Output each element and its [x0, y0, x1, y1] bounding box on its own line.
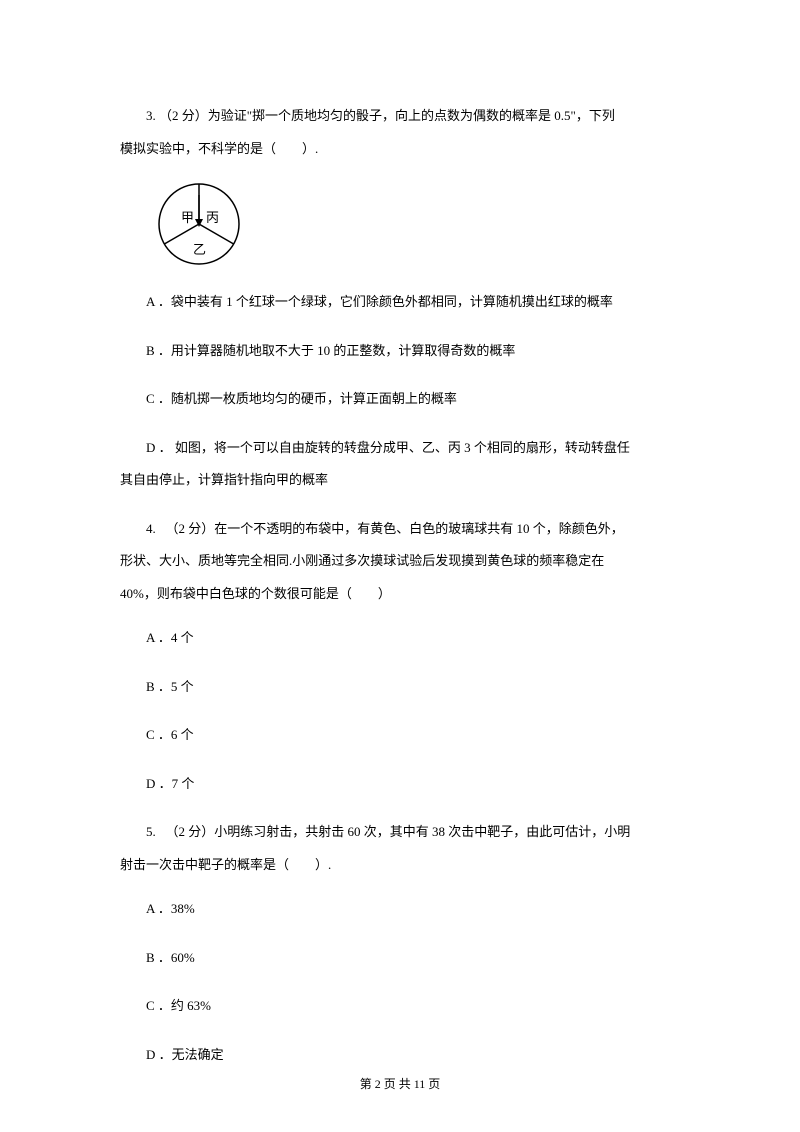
spinner-line-left [164, 224, 199, 244]
label-bing: 丙 [206, 210, 219, 225]
q5-line2: 射击一次击中靶子的概率是（ ）. [120, 849, 680, 882]
q3-line1: 3. （2 分）为验证"掷一个质地均匀的骰子，向上的点数为偶数的概率是 0.5"… [120, 100, 680, 133]
q4-line2: 形状、大小、质地等完全相同.小刚通过多次摸球试验后发现摸到黄色球的频率稳定在 [120, 545, 680, 578]
q3-option-c: C ．随机掷一枚质地均匀的硬币，计算正面朝上的概率 [120, 383, 680, 416]
q3-option-d-line2: 其自由停止，计算指针指向甲的概率 [120, 464, 680, 497]
q4-text: 4. （2 分）在一个不透明的布袋中，有黄色、白色的玻璃球共有 10 个，除颜色… [120, 513, 680, 611]
q4-line3: 40%，则布袋中白色球的个数很可能是（ ） [120, 578, 680, 611]
label-yi: 乙 [193, 242, 206, 257]
q3-text: 3. （2 分）为验证"掷一个质地均匀的骰子，向上的点数为偶数的概率是 0.5"… [120, 100, 680, 165]
q4-line1: 4. （2 分）在一个不透明的布袋中，有黄色、白色的玻璃球共有 10 个，除颜色… [120, 513, 680, 546]
spinner-line-right [199, 224, 234, 244]
label-jia: 甲 [181, 210, 194, 225]
q3-option-d: D ． 如图，将一个可以自由旋转的转盘分成甲、乙、丙 3 个相同的扇形，转动转盘… [120, 432, 680, 497]
q5-option-b: B ．60% [120, 942, 680, 975]
q5-option-a: A ．38% [120, 893, 680, 926]
spinner-svg: 甲 丙 乙 [154, 179, 244, 269]
q3-option-a: A ．袋中装有 1 个红球一个绿球，它们除颜色外都相同，计算随机摸出红球的概率 [120, 286, 680, 319]
q5-option-c: C ．约 63% [120, 990, 680, 1023]
q3-option-b: B ．用计算器随机地取不大于 10 的正整数，计算取得奇数的概率 [120, 335, 680, 368]
q3-line2: 模拟实验中，不科学的是（ ）. [120, 133, 680, 166]
q3-option-d-line1: D ． 如图，将一个可以自由旋转的转盘分成甲、乙、丙 3 个相同的扇形，转动转盘… [120, 432, 680, 465]
page-content: 3. （2 分）为验证"掷一个质地均匀的骰子，向上的点数为偶数的概率是 0.5"… [0, 0, 800, 1071]
q5-option-d: D ．无法确定 [120, 1039, 680, 1072]
page-footer: 第 2 页 共 11 页 [0, 1075, 800, 1092]
q5-line1: 5. （2 分）小明练习射击，共射击 60 次，其中有 38 次击中靶子，由此可… [120, 816, 680, 849]
q4-option-a: A ．4 个 [120, 622, 680, 655]
q5-text: 5. （2 分）小明练习射击，共射击 60 次，其中有 38 次击中靶子，由此可… [120, 816, 680, 881]
q4-option-c: C ．6 个 [120, 719, 680, 752]
q4-option-b: B ．5 个 [120, 671, 680, 704]
q4-option-d: D ．7 个 [120, 768, 680, 801]
spinner-diagram: 甲 丙 乙 [154, 179, 680, 274]
